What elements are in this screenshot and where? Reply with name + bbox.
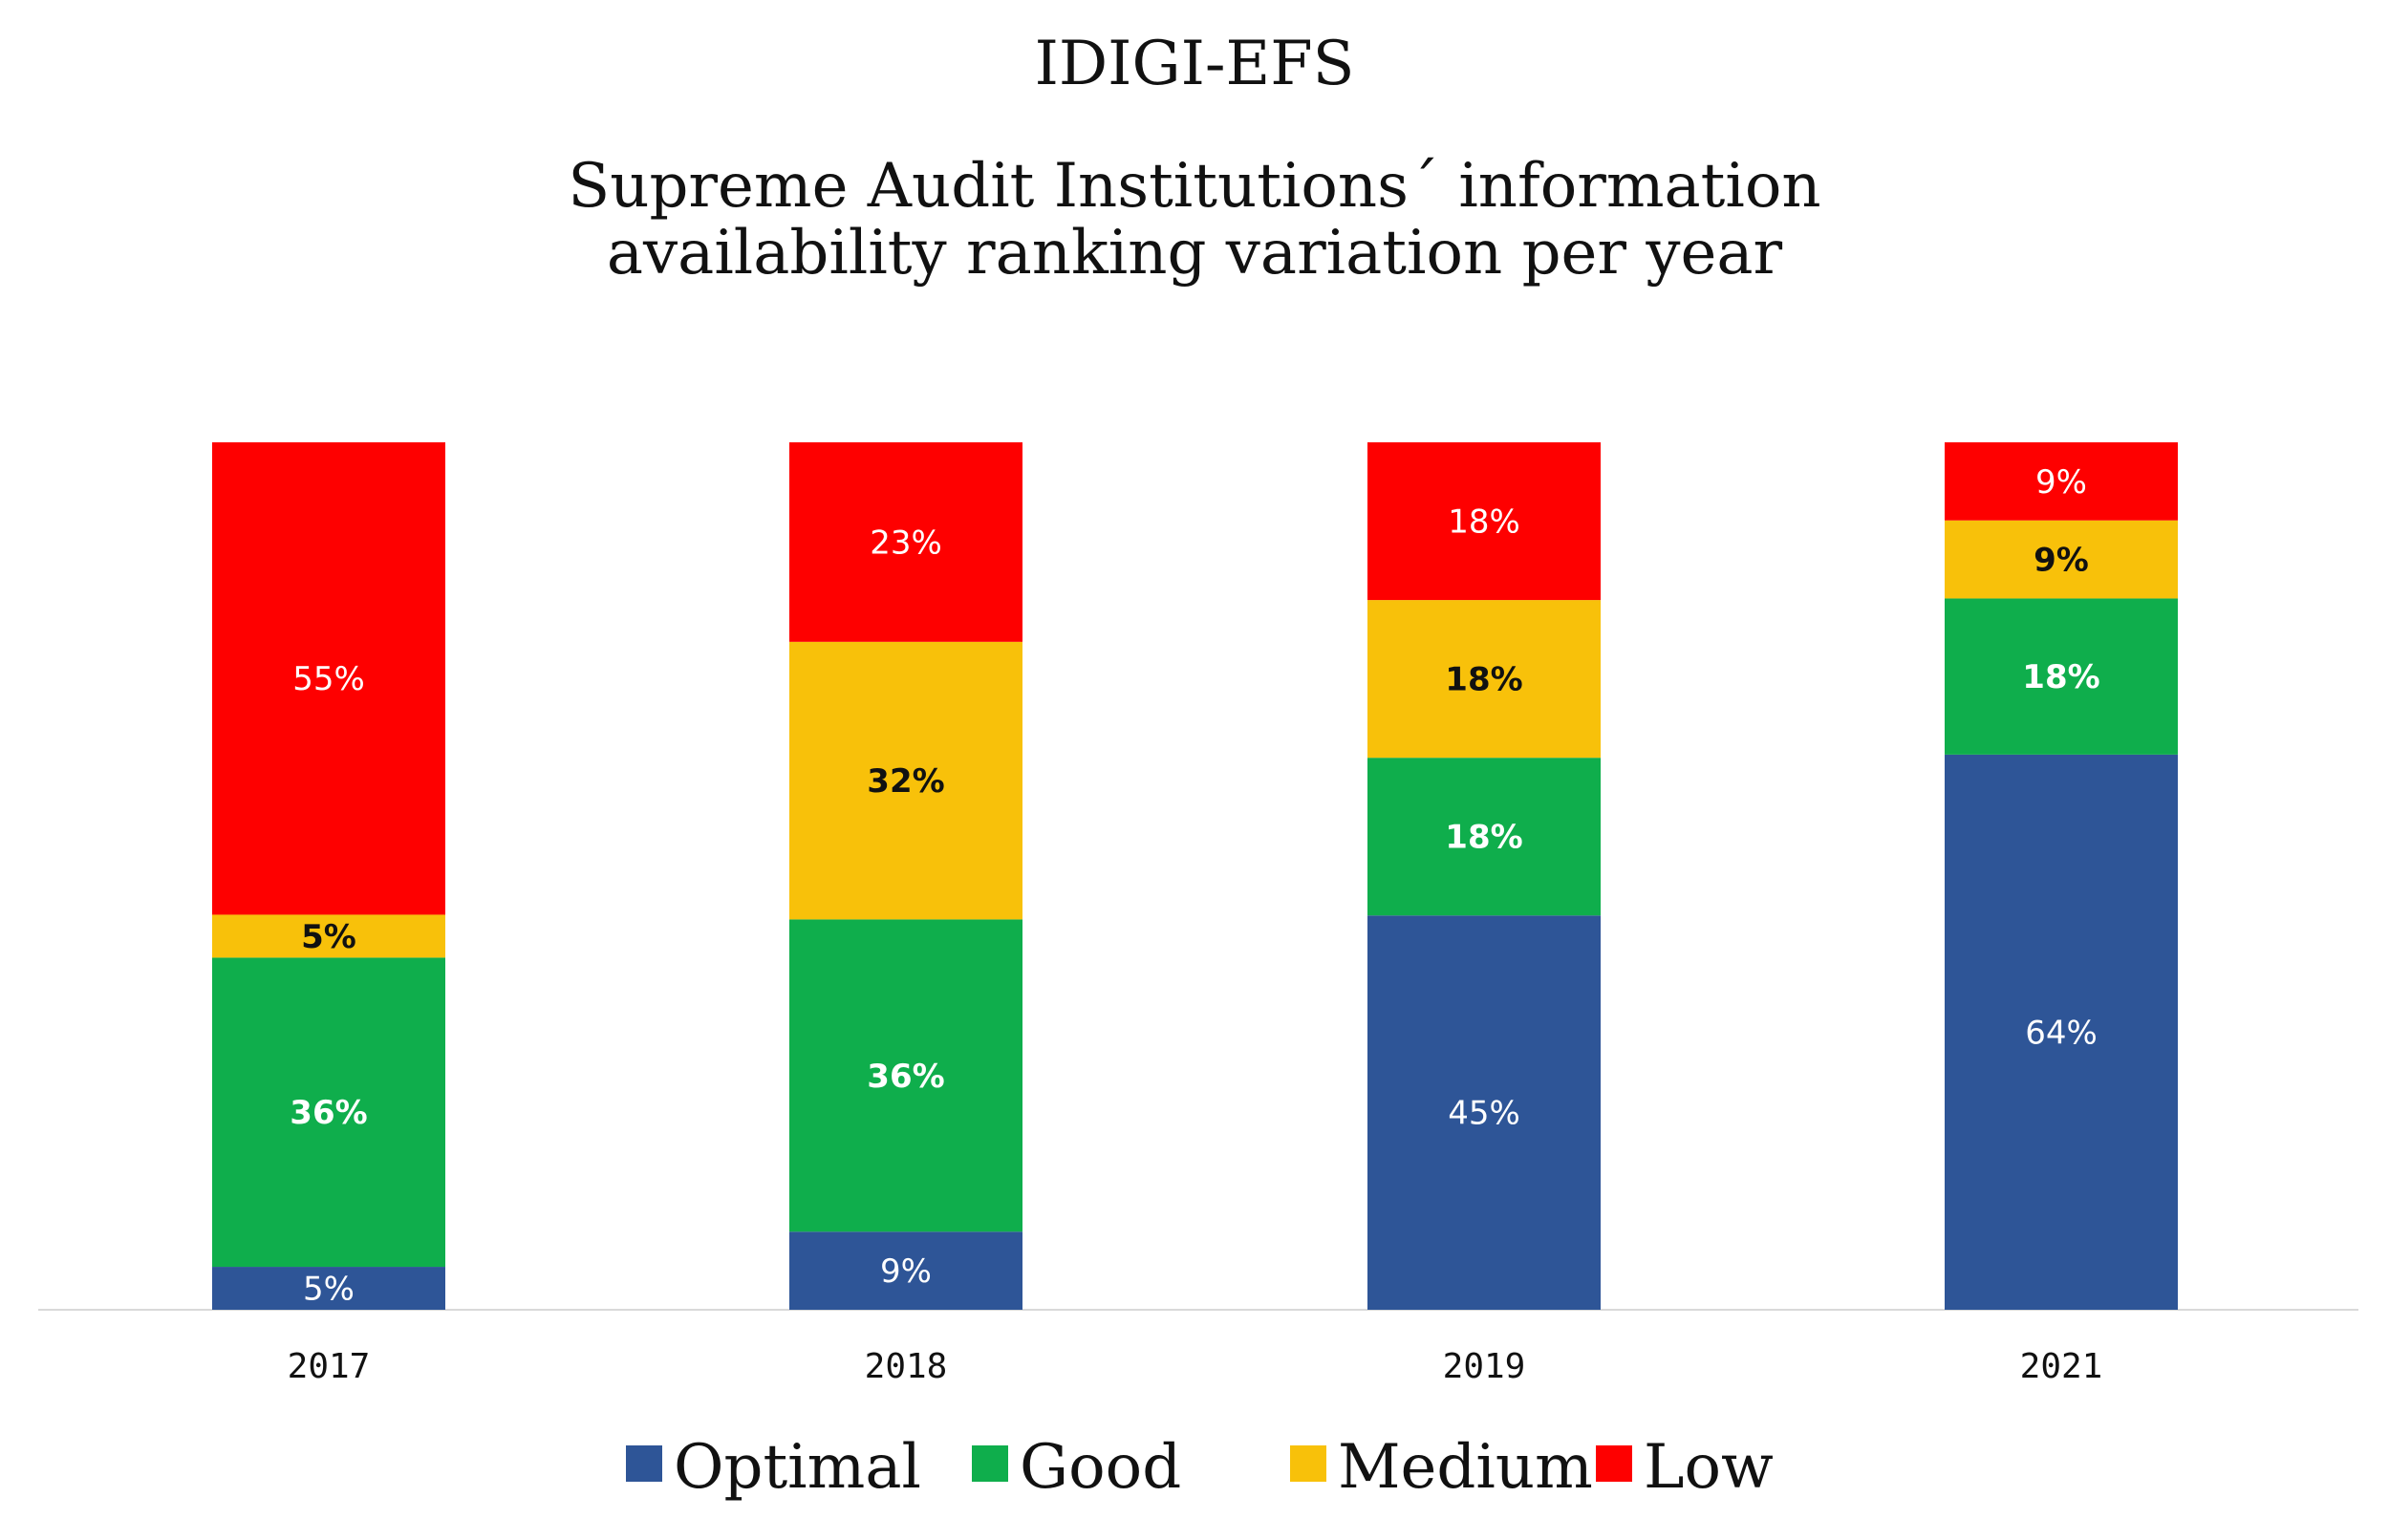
legend-label-good: Good	[1020, 1432, 1181, 1503]
bar-good-2019	[1367, 758, 1601, 916]
x-tick-labels: 2017 2018 2019 2021	[288, 1347, 2103, 1386]
data-label-optimal-2017: 5%	[303, 1271, 355, 1309]
bar-good-2018	[789, 919, 1022, 1232]
legend-swatch-low	[1596, 1445, 1632, 1482]
data-label-low-2021: 9%	[2035, 463, 2087, 502]
chart-subtitle-line-2: availability ranking variation per year	[606, 218, 1783, 289]
bar-medium-2017	[212, 914, 445, 958]
data-label-medium-2019: 18%	[1445, 661, 1522, 699]
data-label-low-2018: 23%	[870, 524, 942, 562]
legend-swatch-medium	[1290, 1445, 1326, 1482]
data-label-good-2021: 18%	[2022, 658, 2099, 696]
data-label-low-2019: 18%	[1448, 503, 1520, 542]
data-label-optimal-2018: 9%	[880, 1252, 932, 1291]
data-label-medium-2018: 32%	[867, 762, 944, 801]
bar-optimal-2019	[1367, 915, 1601, 1310]
data-label-low-2017: 55%	[292, 660, 365, 698]
data-label-medium-2017: 5%	[301, 918, 356, 956]
x-tick-label-2017: 2017	[288, 1347, 371, 1386]
legend-label-optimal: Optimal	[674, 1432, 921, 1503]
data-label-good-2017: 36%	[290, 1094, 367, 1132]
bar-medium-2021	[1945, 520, 2178, 599]
bar-optimal-2018	[789, 1231, 1022, 1310]
x-tick-label-2021: 2021	[2020, 1347, 2103, 1386]
legend-swatch-optimal	[626, 1445, 662, 1482]
bar-low-2019	[1367, 442, 1601, 601]
legend: Optimal Good Medium Low	[626, 1432, 1774, 1503]
legend-label-medium: Medium	[1338, 1432, 1593, 1503]
bar-low-2021	[1945, 442, 2178, 521]
x-tick-label-2019: 2019	[1443, 1347, 1526, 1386]
x-tick-label-2018: 2018	[865, 1347, 948, 1386]
bar-medium-2018	[789, 641, 1022, 920]
legend-label-low: Low	[1644, 1432, 1774, 1503]
bar-low-2018	[789, 442, 1022, 642]
data-label-good-2019: 18%	[1445, 819, 1522, 857]
data-label-optimal-2021: 64%	[2025, 1014, 2098, 1052]
bar-optimal-2021	[1945, 754, 2178, 1310]
data-label-good-2018: 36%	[867, 1058, 944, 1096]
bar-optimal-2017	[212, 1267, 445, 1310]
chart-subtitle-line-1: Supreme Audit Institutions´ information	[568, 151, 1821, 222]
bar-good-2017	[212, 957, 445, 1268]
bars-group: 5% 36% 5% 55% 9% 36% 32% 23% 45% 18% 18% 18% 64% 18% 9…	[212, 442, 2178, 1310]
data-label-medium-2021: 9%	[2034, 542, 2089, 580]
bar-good-2021	[1945, 598, 2178, 755]
bar-medium-2019	[1367, 600, 1601, 759]
legend-swatch-good	[972, 1445, 1008, 1482]
data-label-optimal-2019: 45%	[1448, 1095, 1520, 1133]
bar-low-2017	[212, 442, 445, 915]
chart-title: IDIGI-EFS	[1034, 29, 1355, 99]
